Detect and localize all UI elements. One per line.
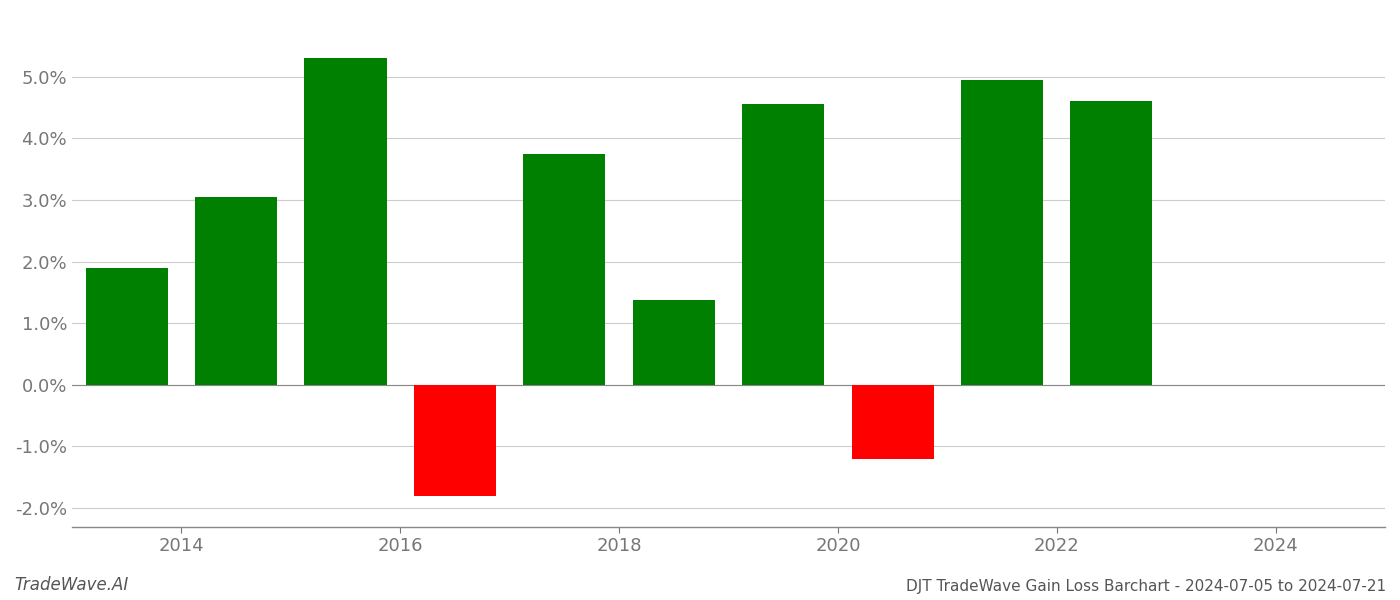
Bar: [195, 197, 277, 385]
Bar: [414, 385, 496, 496]
Bar: [851, 385, 934, 459]
Text: TradeWave.AI: TradeWave.AI: [14, 576, 129, 594]
Bar: [304, 58, 386, 385]
Bar: [633, 301, 715, 385]
Bar: [742, 104, 825, 385]
Bar: [1071, 101, 1152, 385]
Bar: [524, 154, 605, 385]
Text: DJT TradeWave Gain Loss Barchart - 2024-07-05 to 2024-07-21: DJT TradeWave Gain Loss Barchart - 2024-…: [906, 579, 1386, 594]
Bar: [960, 80, 1043, 385]
Bar: [85, 268, 168, 385]
